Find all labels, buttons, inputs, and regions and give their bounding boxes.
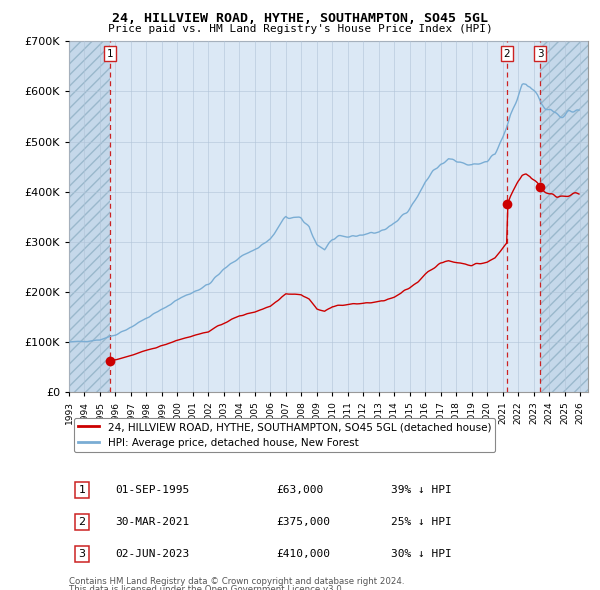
Text: 1: 1 (107, 48, 113, 58)
Text: £410,000: £410,000 (277, 549, 331, 559)
Text: Contains HM Land Registry data © Crown copyright and database right 2024.: Contains HM Land Registry data © Crown c… (69, 577, 404, 586)
Text: 3: 3 (537, 48, 544, 58)
Text: 3: 3 (79, 549, 85, 559)
Text: Price paid vs. HM Land Registry's House Price Index (HPI): Price paid vs. HM Land Registry's House … (107, 24, 493, 34)
Text: 24, HILLVIEW ROAD, HYTHE, SOUTHAMPTON, SO45 5GL: 24, HILLVIEW ROAD, HYTHE, SOUTHAMPTON, S… (112, 12, 488, 25)
Text: 30% ↓ HPI: 30% ↓ HPI (391, 549, 452, 559)
Text: 1: 1 (79, 485, 85, 495)
Text: 2: 2 (79, 517, 86, 527)
Text: 25% ↓ HPI: 25% ↓ HPI (391, 517, 452, 527)
Legend: 24, HILLVIEW ROAD, HYTHE, SOUTHAMPTON, SO45 5GL (detached house), HPI: Average p: 24, HILLVIEW ROAD, HYTHE, SOUTHAMPTON, S… (74, 418, 495, 452)
Text: 30-MAR-2021: 30-MAR-2021 (116, 517, 190, 527)
Text: 39% ↓ HPI: 39% ↓ HPI (391, 485, 452, 495)
Text: 2: 2 (503, 48, 510, 58)
Text: This data is licensed under the Open Government Licence v3.0.: This data is licensed under the Open Gov… (69, 585, 344, 590)
Text: £375,000: £375,000 (277, 517, 331, 527)
Text: 02-JUN-2023: 02-JUN-2023 (116, 549, 190, 559)
Bar (540, 41, 588, 392)
Text: 01-SEP-1995: 01-SEP-1995 (116, 485, 190, 495)
Bar (110, 41, 540, 392)
Text: £63,000: £63,000 (277, 485, 324, 495)
Bar (69, 41, 110, 392)
